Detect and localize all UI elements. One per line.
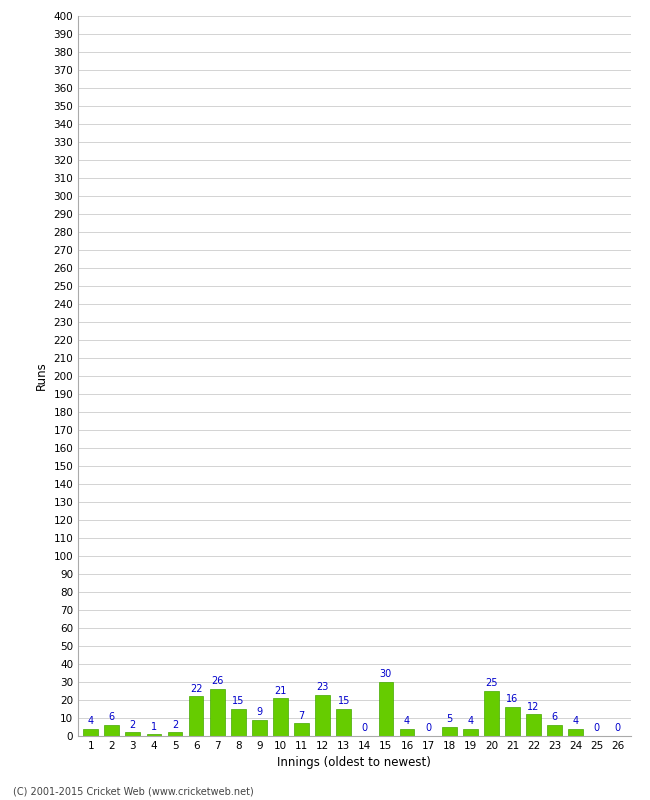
- Bar: [210, 690, 224, 736]
- Bar: [505, 707, 520, 736]
- Bar: [378, 682, 393, 736]
- Text: (C) 2001-2015 Cricket Web (www.cricketweb.net): (C) 2001-2015 Cricket Web (www.cricketwe…: [13, 786, 254, 796]
- Bar: [146, 734, 161, 736]
- Text: 4: 4: [404, 716, 410, 726]
- Bar: [400, 729, 414, 736]
- Bar: [231, 709, 246, 736]
- Text: 7: 7: [298, 710, 305, 721]
- Text: 6: 6: [551, 713, 558, 722]
- Y-axis label: Runs: Runs: [35, 362, 48, 390]
- Text: 15: 15: [232, 696, 244, 706]
- Bar: [188, 696, 203, 736]
- Bar: [315, 694, 330, 736]
- Text: 0: 0: [362, 723, 368, 734]
- Text: 0: 0: [425, 723, 431, 734]
- Bar: [484, 691, 499, 736]
- Text: 12: 12: [527, 702, 540, 712]
- Bar: [125, 733, 140, 736]
- Text: 4: 4: [467, 716, 473, 726]
- Text: 2: 2: [172, 720, 178, 730]
- X-axis label: Innings (oldest to newest): Innings (oldest to newest): [278, 757, 431, 770]
- Text: 22: 22: [190, 684, 202, 694]
- Bar: [294, 723, 309, 736]
- Bar: [547, 726, 562, 736]
- Text: 30: 30: [380, 670, 392, 679]
- Text: 0: 0: [593, 723, 600, 734]
- Bar: [336, 709, 351, 736]
- Text: 21: 21: [274, 686, 287, 695]
- Text: 1: 1: [151, 722, 157, 731]
- Bar: [568, 729, 583, 736]
- Text: 16: 16: [506, 694, 519, 705]
- Text: 23: 23: [317, 682, 329, 692]
- Text: 5: 5: [446, 714, 452, 724]
- Bar: [83, 729, 98, 736]
- Text: 25: 25: [485, 678, 497, 688]
- Bar: [463, 729, 478, 736]
- Text: 4: 4: [573, 716, 578, 726]
- Bar: [442, 727, 456, 736]
- Text: 4: 4: [88, 716, 94, 726]
- Bar: [273, 698, 288, 736]
- Text: 26: 26: [211, 677, 224, 686]
- Bar: [252, 720, 266, 736]
- Bar: [526, 714, 541, 736]
- Text: 15: 15: [337, 696, 350, 706]
- Text: 9: 9: [256, 707, 263, 717]
- Text: 2: 2: [130, 720, 136, 730]
- Text: 6: 6: [109, 713, 115, 722]
- Text: 0: 0: [615, 723, 621, 734]
- Bar: [105, 726, 119, 736]
- Bar: [168, 733, 183, 736]
